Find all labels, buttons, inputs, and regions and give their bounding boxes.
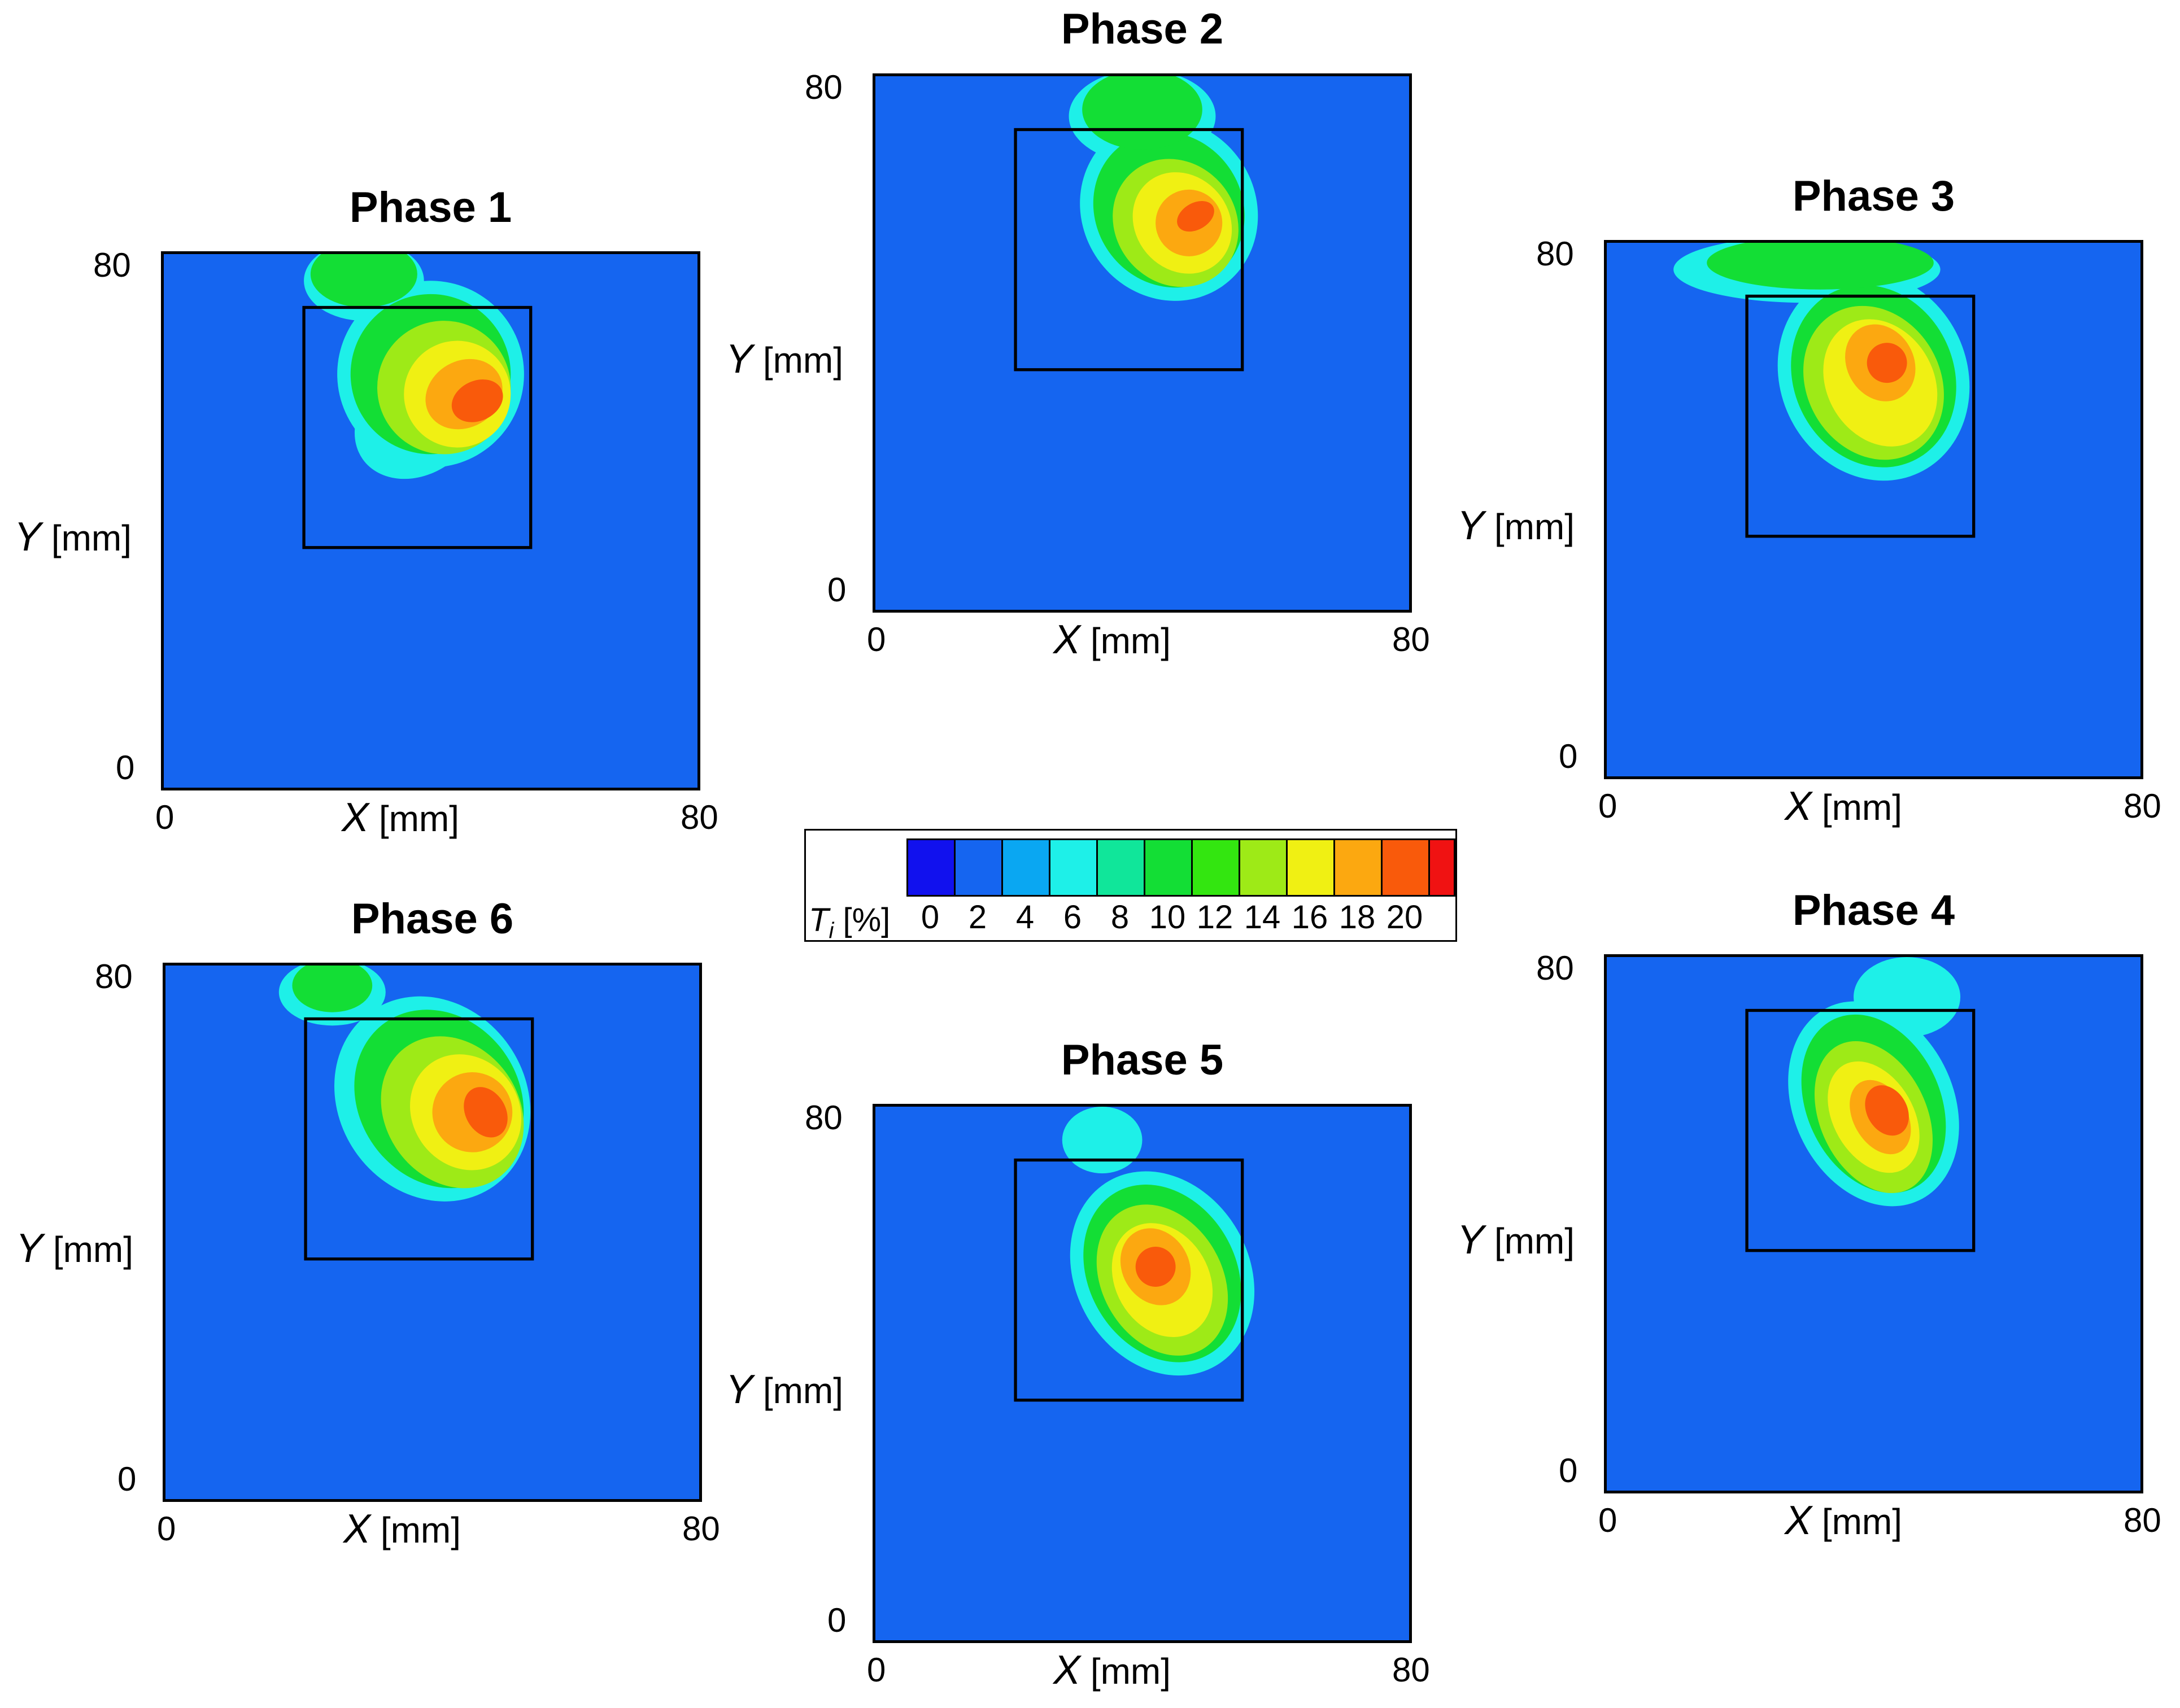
phase-1-x-tick-min: 0 xyxy=(155,798,175,836)
phase-1-y-tick-max: 80 xyxy=(93,246,131,284)
phase-3-title: Phase 3 xyxy=(1792,172,1955,220)
phase-1-contour-level-6-blob-1 xyxy=(451,379,503,422)
phase-4-y-axis-label: Y [mm] xyxy=(1457,1217,1575,1263)
phase-4-plot-area xyxy=(1604,954,2143,1493)
phase-3-y-tick-min: 0 xyxy=(1559,737,1578,775)
colorbar-tick-10: 10 xyxy=(1149,899,1186,936)
phase-4-contour-map xyxy=(1745,957,1976,1252)
phase-3-region-box xyxy=(1745,294,1976,538)
phase-1-region-box xyxy=(302,305,533,549)
phase-1-x-tick-max: 80 xyxy=(681,798,718,836)
phase-1-contour-map xyxy=(302,254,533,549)
colorbar-scale xyxy=(906,838,1455,897)
phase-1-title: Phase 1 xyxy=(349,184,512,231)
phase-4-x-tick-min: 0 xyxy=(1598,1501,1617,1539)
colorbar: Ti [%] 0 2 4 6 8 10 12 14 16 18 20 xyxy=(804,829,1457,943)
phase-6-contour-level-6-blob-1 xyxy=(464,1087,508,1138)
colorbar-cell-5 xyxy=(1098,840,1145,895)
phase-6-x-tick-max: 80 xyxy=(682,1510,720,1548)
phase-1-plot-area xyxy=(161,251,700,790)
phase-1-x-axis-label: X [mm] xyxy=(342,795,459,840)
phase-2-contour-level-2-blob-2 xyxy=(1082,76,1202,150)
phase-6-y-axis-label: Y [mm] xyxy=(16,1226,133,1271)
phase-5-contour-level-1-blob-2 xyxy=(1062,1107,1143,1174)
phase-2-x-tick-min: 0 xyxy=(867,621,886,658)
phase-2-y-tick-min: 0 xyxy=(827,571,847,609)
phase-6-x-axis-label: X [mm] xyxy=(343,1506,461,1552)
colorbar-tick-0: 0 xyxy=(921,899,940,936)
colorbar-cell-7 xyxy=(1193,840,1240,895)
colorbar-cell-4 xyxy=(1050,840,1098,895)
phase-4-contour-level-1-blob-2 xyxy=(1854,957,1961,1037)
phase-4-region-box xyxy=(1745,1008,1976,1252)
phase-5-y-tick-min: 0 xyxy=(827,1601,847,1639)
phase-5-contour-level-6-blob-1 xyxy=(1135,1247,1176,1287)
phase-6-contour-map xyxy=(278,966,534,1261)
phase-6-y-tick-max: 80 xyxy=(95,958,133,995)
phase-1-y-tick-min: 0 xyxy=(116,749,135,787)
phase-3-y-tick-max: 80 xyxy=(1536,235,1574,273)
colorbar-tick-12: 12 xyxy=(1196,899,1233,936)
phase-5-x-axis-label: X [mm] xyxy=(1053,1648,1171,1693)
phase-6-x-tick-min: 0 xyxy=(157,1510,176,1548)
phase-4-x-axis-label: X [mm] xyxy=(1785,1498,1902,1543)
phase-2-x-tick-max: 80 xyxy=(1392,621,1430,658)
colorbar-cell-8 xyxy=(1240,840,1288,895)
phase-4-contour-level-6-blob-1 xyxy=(1865,1085,1909,1136)
phase-6-title: Phase 6 xyxy=(351,895,514,943)
colorbar-tick-20: 20 xyxy=(1386,899,1423,936)
colorbar-tick-6: 6 xyxy=(1063,899,1082,936)
phase-2-region-box xyxy=(1014,128,1244,372)
phase-5-y-axis-label: Y [mm] xyxy=(726,1367,843,1412)
colorbar-cell-10 xyxy=(1335,840,1383,895)
phase-2-y-axis-label: Y [mm] xyxy=(726,337,843,382)
phase-5-y-tick-max: 80 xyxy=(805,1099,843,1137)
phase-4-title: Phase 4 xyxy=(1792,886,1955,934)
phase-2-x-axis-label: X [mm] xyxy=(1053,617,1171,662)
phase-2-contour-map xyxy=(1014,76,1258,372)
colorbar-tick-2: 2 xyxy=(968,899,987,936)
phase-3-plot-area xyxy=(1604,240,2143,779)
phase-3-contour-level-6-blob-1 xyxy=(1867,343,1907,383)
phase-1-contour-level-2-blob-2 xyxy=(310,254,417,308)
colorbar-cell-12 xyxy=(1430,840,1454,895)
phase-4-x-tick-max: 80 xyxy=(2124,1501,2161,1539)
phase-3-x-axis-label: X [mm] xyxy=(1785,784,1902,829)
phase-3-contour-level-2-blob-2 xyxy=(1707,243,1934,290)
phase-3-contour-map xyxy=(1673,243,1976,538)
phase-1-y-axis-label: Y [mm] xyxy=(14,514,132,560)
phase-5-contour-map xyxy=(1014,1107,1255,1402)
colorbar-cell-11 xyxy=(1383,840,1430,895)
colorbar-cell-6 xyxy=(1145,840,1193,895)
colorbar-tick-8: 8 xyxy=(1110,899,1130,936)
phase-5-region-box xyxy=(1014,1158,1244,1402)
phase-4-y-tick-max: 80 xyxy=(1536,949,1574,987)
phase-6-region-box xyxy=(304,1017,534,1261)
phase-3-x-tick-min: 0 xyxy=(1598,787,1617,825)
colorbar-tick-14: 14 xyxy=(1244,899,1281,936)
phase-5-plot-area xyxy=(873,1104,1412,1643)
phase-2-contour-level-6-blob-1 xyxy=(1177,200,1214,232)
phase-6-contour-level-2-blob-2 xyxy=(292,966,373,1012)
colorbar-cell-3 xyxy=(1003,840,1050,895)
phase-5-x-tick-max: 80 xyxy=(1392,1651,1430,1689)
colorbar-tick-18: 18 xyxy=(1338,899,1376,936)
phase-6-y-tick-min: 0 xyxy=(117,1460,137,1498)
phase-5-x-tick-min: 0 xyxy=(867,1651,886,1689)
colorbar-cell-2 xyxy=(956,840,1003,895)
colorbar-tick-4: 4 xyxy=(1015,899,1035,936)
colorbar-label: Ti [%] xyxy=(809,902,891,943)
phase-2-y-tick-max: 80 xyxy=(805,68,843,106)
phase-5-title: Phase 5 xyxy=(1061,1036,1224,1084)
phase-3-y-axis-label: Y [mm] xyxy=(1457,503,1575,548)
phase-2-plot-area xyxy=(873,73,1412,613)
phase-2-title: Phase 2 xyxy=(1061,5,1224,53)
phase-3-x-tick-max: 80 xyxy=(2124,787,2161,825)
phase-6-plot-area xyxy=(163,963,702,1502)
colorbar-tick-16: 16 xyxy=(1291,899,1328,936)
colorbar-cell-1 xyxy=(908,840,956,895)
phase-4-y-tick-min: 0 xyxy=(1559,1452,1578,1489)
colorbar-cell-9 xyxy=(1288,840,1335,895)
